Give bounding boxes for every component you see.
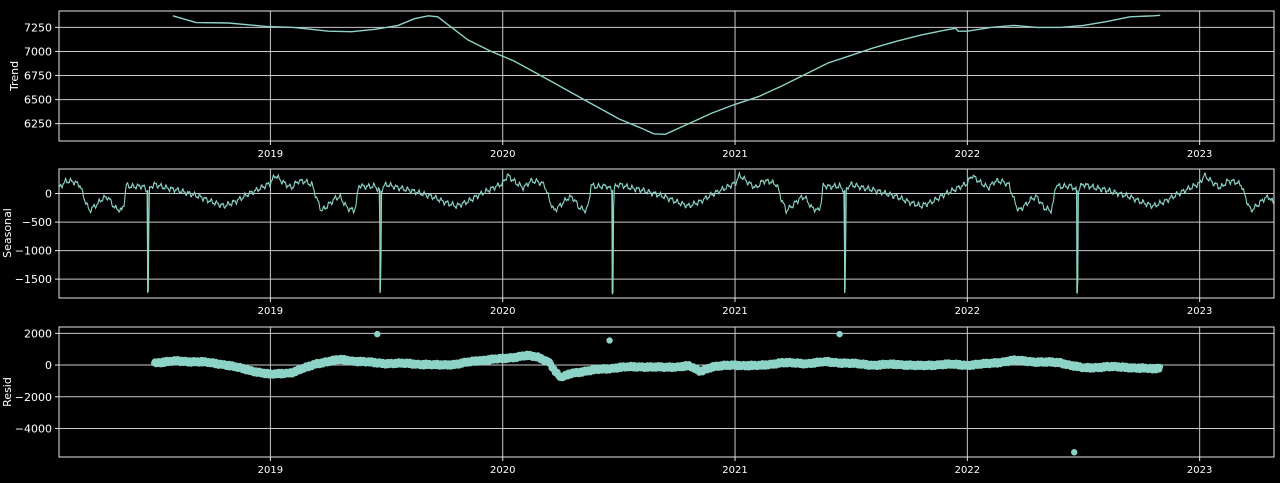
resid-x-tick-label: 2019 <box>258 465 283 476</box>
seasonal-axes-frame <box>58 168 1275 299</box>
resid-outlier-point <box>374 330 381 338</box>
seasonal-y-tick-label: −1500 <box>15 273 52 286</box>
seasonal-y-tick-label: 0 <box>45 188 52 201</box>
seasonal-y-tick-label: −500 <box>22 216 52 229</box>
trend-panel: 6250 6500 6750 7000 7250 2019 2020 2021 2022 202… <box>8 10 1275 160</box>
seasonal-y-ticks: −1500 −1000 −500 0 <box>15 188 59 286</box>
trend-x-tick-label: 2020 <box>490 149 515 160</box>
trend-y-axis-label: Trend <box>8 61 21 92</box>
trend-y-tick-label: 6250 <box>24 118 52 131</box>
resid-y-tick-label: 0 <box>45 359 52 372</box>
trend-x-tick-label: 2019 <box>258 149 283 160</box>
seasonal-x-tick-label: 2021 <box>722 306 747 317</box>
trend-x-tick-label: 2023 <box>1187 149 1212 160</box>
trend-x-tick-label: 2022 <box>955 149 980 160</box>
resid-axes-frame <box>58 326 1275 458</box>
resid-panel: −4000 −2000 0 2000 2019 2020 2021 2022 2023 Res… <box>1 326 1275 476</box>
resid-y-ticks: −4000 −2000 0 2000 <box>15 327 59 435</box>
resid-x-ticks: 2019 2020 2021 2022 2023 <box>258 457 1212 476</box>
resid-series <box>59 330 1274 456</box>
resid-outlier-point <box>1071 449 1078 456</box>
resid-outlier-point <box>836 330 843 338</box>
resid-y-tick-label: −4000 <box>15 422 52 435</box>
seasonal-series <box>58 171 1274 295</box>
resid-x-tick-label: 2021 <box>722 465 747 476</box>
trend-y-tick-label: 7250 <box>24 21 52 34</box>
trend-y-ticks: 6250 6500 6750 7000 7250 <box>24 21 59 131</box>
trend-y-tick-label: 6500 <box>24 94 52 107</box>
seasonal-x-tick-label: 2019 <box>258 306 283 317</box>
resid-x-tick-label: 2022 <box>955 465 980 476</box>
resid-x-tick-label: 2023 <box>1187 465 1212 476</box>
resid-x-tick-label: 2020 <box>490 465 515 476</box>
trend-y-tick-label: 7000 <box>24 45 52 58</box>
resid-y-tick-label: 2000 <box>24 327 52 340</box>
seasonal-grid <box>59 169 1274 298</box>
seasonal-panel: −1500 −1000 −500 0 2019 2020 2021 2022 2023 Sea… <box>1 168 1275 317</box>
seasonal-x-tick-label: 2023 <box>1187 306 1212 317</box>
resid-point <box>1156 363 1164 371</box>
seasonal-x-tick-label: 2022 <box>955 306 980 317</box>
trend-x-ticks: 2019 2020 2021 2022 2023 <box>258 141 1212 160</box>
seasonal-y-axis-label: Seasonal <box>1 208 14 258</box>
seasonal-y-tick-label: −1000 <box>15 245 52 258</box>
trend-line <box>172 14 1161 136</box>
trend-grid <box>59 11 1274 141</box>
trend-y-tick-label: 6750 <box>24 70 52 83</box>
resid-y-axis-label: Resid <box>1 377 14 407</box>
resid-y-tick-label: −2000 <box>15 391 52 404</box>
resid-outlier-point <box>606 337 613 344</box>
seasonal-x-ticks: 2019 2020 2021 2022 2023 <box>258 298 1212 317</box>
seasonal-x-tick-label: 2020 <box>490 306 515 317</box>
seasonal-line <box>58 171 1274 295</box>
resid-axes-border <box>58 326 1275 458</box>
trend-x-tick-label: 2021 <box>722 149 747 160</box>
trend-series <box>172 14 1161 136</box>
seasonal-axes-border <box>58 168 1275 299</box>
